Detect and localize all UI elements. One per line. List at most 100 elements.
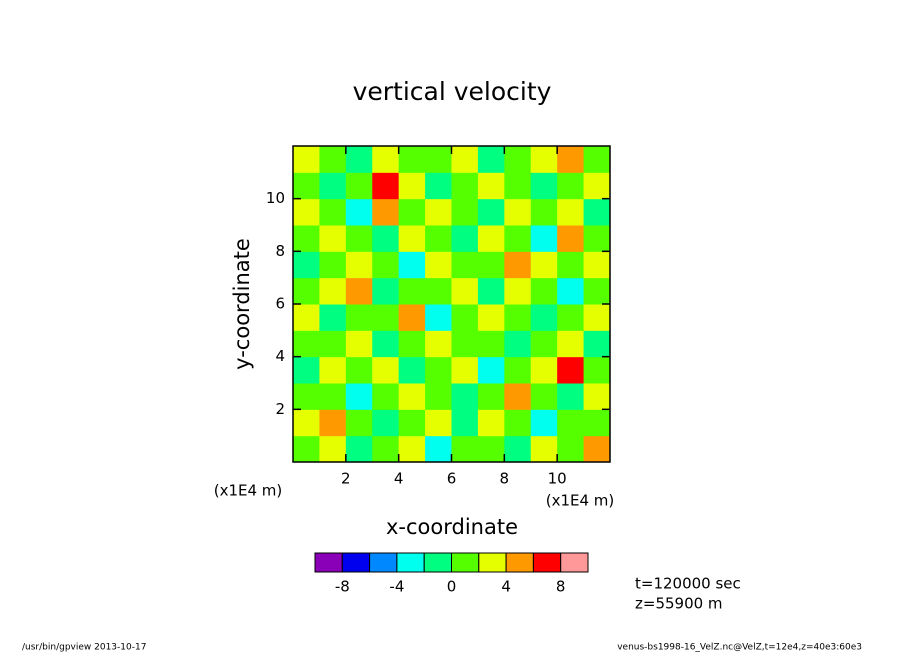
contour-cell (319, 383, 347, 410)
contour-cell (345, 277, 373, 305)
footer: /usr/bin/gpview 2013-10-17 (22, 643, 146, 653)
contour-cell (557, 225, 585, 252)
contour-cell (477, 277, 505, 305)
contour-cell (293, 330, 320, 358)
contour-cell (477, 225, 505, 252)
contour-cell (398, 435, 426, 463)
contour-cell (345, 409, 373, 437)
contour-cell (451, 383, 479, 410)
x-tick-label: 4 (394, 470, 404, 488)
contour-cell (451, 304, 479, 331)
x-tick-label: 10 (548, 470, 567, 488)
contour-cell (345, 435, 373, 463)
contour-cell (530, 409, 558, 437)
colorbar-box (423, 552, 453, 573)
contour-cell (583, 198, 611, 226)
contour-cell (583, 356, 611, 384)
contour-cell (319, 198, 347, 226)
x-tick-label: 8 (500, 470, 510, 488)
contour-cell (530, 383, 558, 410)
contour-cell (425, 435, 452, 463)
contour-cell (293, 146, 320, 173)
contour-cell (319, 330, 347, 358)
contour-cell (372, 435, 400, 463)
contour-cell (530, 356, 558, 384)
contour-cell (372, 251, 400, 279)
contour-cell (504, 146, 532, 173)
contour-cell (477, 198, 505, 226)
contour-cell (451, 251, 479, 279)
contour-cell (504, 383, 532, 410)
contour-cell (319, 409, 347, 437)
contour-cell (345, 225, 373, 252)
colorbar-box (478, 552, 507, 573)
x-axis-label: x-coordinate (386, 515, 518, 539)
colorbar-box (369, 552, 398, 573)
contour-cell (557, 198, 585, 226)
contour-cell (398, 225, 426, 252)
contour-cell (530, 304, 558, 331)
contour-cell (530, 277, 558, 305)
contour-cell (425, 277, 452, 305)
contour-cell (293, 356, 320, 384)
contour-cell (451, 277, 479, 305)
colorbar-box (451, 552, 480, 573)
contour-cell (425, 356, 452, 384)
contour-cell (319, 225, 347, 252)
contour-cell (583, 251, 611, 279)
contour-cell (345, 198, 373, 226)
contour-cell (557, 409, 585, 437)
contour-cell (425, 409, 452, 437)
contour-cell (557, 146, 585, 173)
contour-cell (477, 330, 505, 358)
colorbar-box (314, 552, 343, 573)
y-tick-label: 10 (266, 189, 285, 207)
chart-title: vertical velocity (353, 77, 552, 106)
contour-cell (398, 251, 426, 279)
contour-cell (477, 172, 505, 200)
contour-cell (583, 409, 611, 437)
contour-cell (477, 409, 505, 437)
contour-cell (293, 383, 320, 410)
contour-cell (477, 146, 505, 173)
contour-cell (477, 383, 505, 410)
contour-cell (557, 435, 585, 463)
contour-cell (425, 330, 452, 358)
contour-cell (372, 409, 400, 437)
contour-cell (504, 251, 532, 279)
contour-cell (557, 277, 585, 305)
contour-cell (319, 356, 347, 384)
contour-cell (398, 146, 426, 173)
contour-cell (451, 435, 479, 463)
contour-cell (425, 225, 452, 252)
contour-cell (530, 435, 558, 463)
contour-cell (293, 251, 320, 279)
contour-cell (557, 172, 585, 200)
contour-cell (425, 146, 452, 173)
contour-cell (557, 304, 585, 331)
contour-cell (319, 251, 347, 279)
colorbar-box (560, 552, 589, 573)
contour-cell (372, 356, 400, 384)
colorbar-tick-label: 8 (556, 578, 566, 596)
x-tick-label: 6 (447, 470, 457, 488)
contour-cell (345, 304, 373, 331)
contour-cell (345, 330, 373, 358)
contour-cell (451, 198, 479, 226)
contour-cell (530, 225, 558, 252)
contour-cell (293, 409, 320, 437)
contour-cell (583, 435, 611, 463)
contour-cell (451, 172, 479, 200)
contour-cell (504, 435, 532, 463)
contour-cell (530, 251, 558, 279)
contour-cell (398, 330, 426, 358)
contour-cell (425, 383, 452, 410)
contour-cell (583, 304, 611, 331)
contour-cell (293, 435, 320, 463)
contour-cell (345, 251, 373, 279)
x-tick-label: 2 (341, 470, 351, 488)
contour-cell (398, 383, 426, 410)
contour-cell (372, 198, 400, 226)
y-unit: (x1E4 m) (214, 482, 283, 500)
contour-cell (319, 304, 347, 331)
